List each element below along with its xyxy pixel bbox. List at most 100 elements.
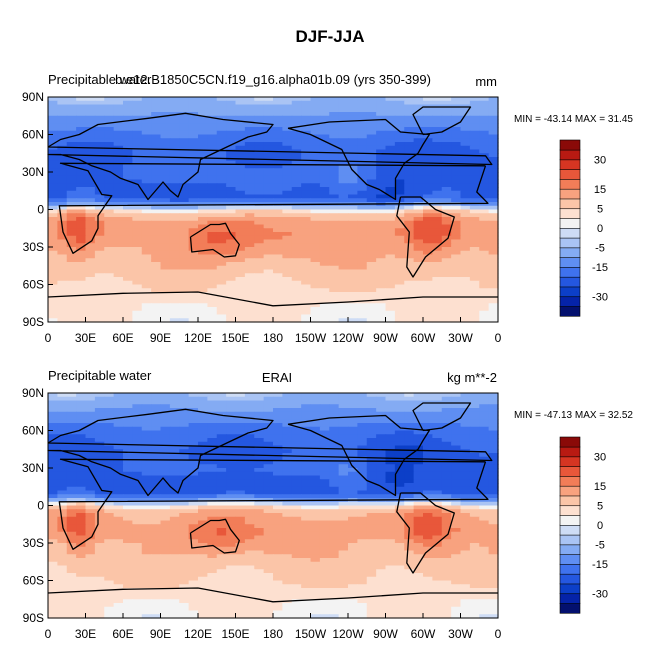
field-cell <box>94 505 105 510</box>
field-cell <box>376 168 387 173</box>
field-cell <box>76 531 87 537</box>
field-cell <box>254 475 265 480</box>
panel-top-left-title: Precipitable water <box>48 72 152 87</box>
field-cell <box>179 142 190 147</box>
field-cell <box>451 513 462 518</box>
field-cell <box>319 415 330 420</box>
field-cell <box>366 284 377 289</box>
field-cell <box>273 138 283 143</box>
field-cell <box>301 483 312 488</box>
field-cell <box>169 404 180 409</box>
field-cell <box>432 187 443 192</box>
field-cell <box>254 280 265 286</box>
field-cell <box>188 516 199 522</box>
field-cell <box>216 411 227 417</box>
field-cell <box>479 138 490 143</box>
field-cell <box>132 535 143 540</box>
field-cell <box>357 247 368 252</box>
field-cell <box>460 543 471 548</box>
field-cell <box>66 513 77 518</box>
field-cell <box>141 494 152 499</box>
field-cell <box>113 194 124 199</box>
field-cell <box>348 539 358 544</box>
colorbar-swatch <box>559 257 581 268</box>
field-cell <box>113 202 124 207</box>
field-cell <box>469 172 480 177</box>
field-cell <box>441 509 452 514</box>
field-cell <box>357 513 368 518</box>
field-cell <box>123 520 133 525</box>
field-cell <box>423 528 433 533</box>
field-cell <box>441 280 452 286</box>
field-cell <box>394 310 405 316</box>
field-cell <box>179 232 190 237</box>
field-cell <box>226 288 237 293</box>
field-cell <box>423 307 433 312</box>
field-cell <box>460 239 471 244</box>
field-cell <box>291 464 302 469</box>
field-cell <box>132 543 143 548</box>
field-cell <box>488 149 499 154</box>
field-cell <box>338 269 349 274</box>
field-cell <box>488 235 499 241</box>
field-cell <box>432 404 443 409</box>
field-cell <box>291 97 302 102</box>
field-cell <box>113 277 124 282</box>
field-cell <box>469 434 480 439</box>
field-cell <box>48 172 58 177</box>
field-cell <box>151 445 162 450</box>
field-cell <box>76 190 87 196</box>
field-cell <box>319 460 330 465</box>
field-cell <box>169 243 180 248</box>
field-cell <box>338 123 349 128</box>
field-cell <box>207 307 218 312</box>
field-cell <box>179 295 190 301</box>
field-cell <box>94 520 105 525</box>
field-cell <box>348 123 358 128</box>
field-cell <box>319 243 330 248</box>
field-cell <box>123 269 133 274</box>
field-cell <box>394 292 405 297</box>
field-cell <box>188 393 199 398</box>
field-cell <box>329 239 340 244</box>
field-cell <box>385 265 396 271</box>
field-cell <box>460 172 471 177</box>
field-cell <box>188 400 199 405</box>
field-cell <box>469 100 480 106</box>
field-cell <box>404 258 415 263</box>
field-cell <box>169 498 180 503</box>
field-cell <box>254 250 265 256</box>
field-cell <box>113 498 124 503</box>
field-cell <box>469 183 480 188</box>
field-cell <box>338 179 349 184</box>
field-cell <box>376 400 387 405</box>
field-cell <box>338 145 349 151</box>
field-cell <box>338 400 349 405</box>
field-cell <box>169 516 180 522</box>
field-cell <box>160 411 171 417</box>
field-cell <box>394 423 405 428</box>
field-cell <box>488 318 499 323</box>
field-cell <box>488 411 499 417</box>
field-cell <box>376 464 387 469</box>
field-cell <box>310 250 321 256</box>
field-cell <box>329 430 340 435</box>
field-cell <box>479 115 490 121</box>
field-cell <box>338 307 349 312</box>
field-cell <box>263 138 274 143</box>
field-cell <box>413 164 424 169</box>
field-cell <box>319 307 330 312</box>
field-cell <box>282 269 293 274</box>
field-cell <box>469 127 480 132</box>
field-cell <box>244 277 255 282</box>
field-cell <box>310 546 321 552</box>
field-cell <box>432 505 443 510</box>
field-cell <box>216 479 227 484</box>
field-cell <box>385 318 396 323</box>
field-cell <box>226 160 237 166</box>
field-cell <box>141 142 152 147</box>
field-cell <box>310 490 321 495</box>
field-cell <box>141 464 152 469</box>
field-cell <box>451 258 462 263</box>
field-cell <box>329 262 340 267</box>
